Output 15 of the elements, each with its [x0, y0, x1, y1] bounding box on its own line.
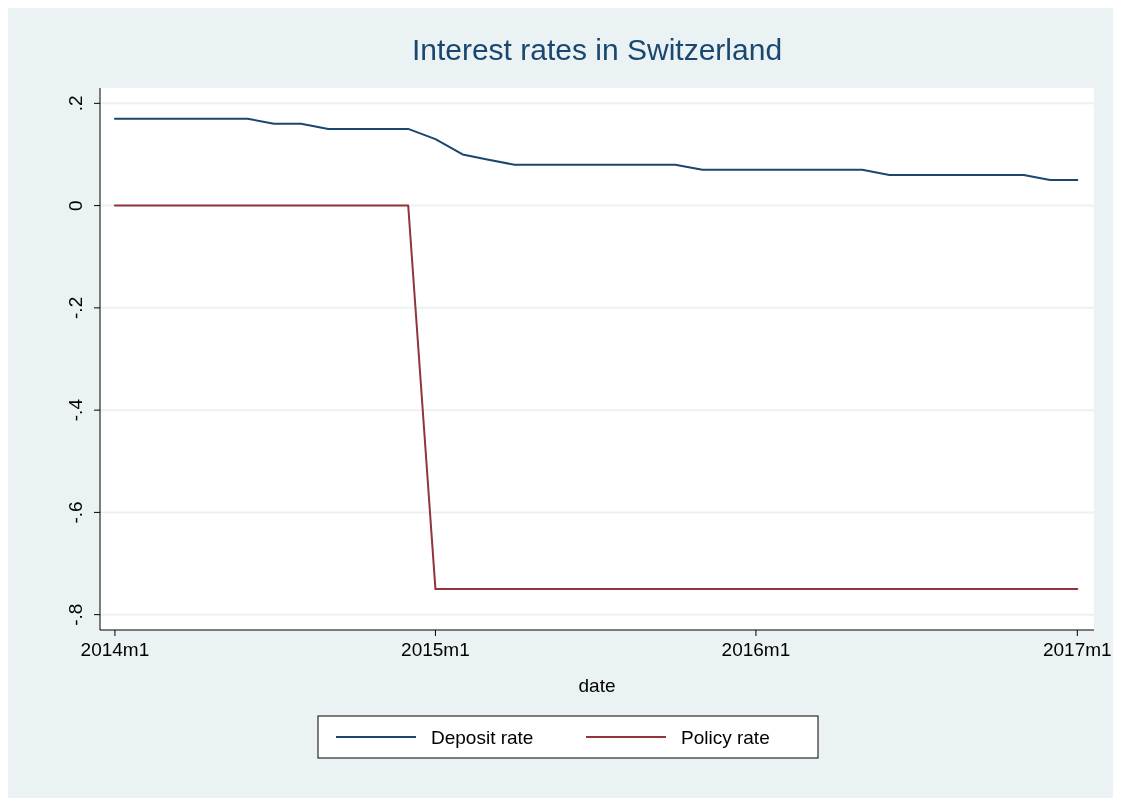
legend-label: Deposit rate — [431, 727, 534, 748]
y-tick-label: .2 — [65, 95, 86, 112]
line-series — [113, 117, 1079, 182]
y-tick-label: 0 — [65, 200, 86, 211]
legend-label: Policy rate — [681, 727, 770, 748]
x-axis-title: date — [578, 675, 616, 696]
chart-title: Interest rates in Switzerland — [411, 33, 783, 66]
x-tick-label: 2014m1 — [80, 639, 150, 660]
y-tick-label: -.8 — [65, 603, 86, 626]
x-tick-label: 2015m1 — [401, 639, 470, 660]
y-tick-label: -.2 — [65, 296, 86, 319]
y-tick-label: -.6 — [65, 501, 86, 524]
x-tick-label: 2016m1 — [721, 639, 791, 660]
x-tick-label: 2017m1 — [1042, 639, 1112, 660]
y-tick-label: -.4 — [65, 398, 86, 422]
